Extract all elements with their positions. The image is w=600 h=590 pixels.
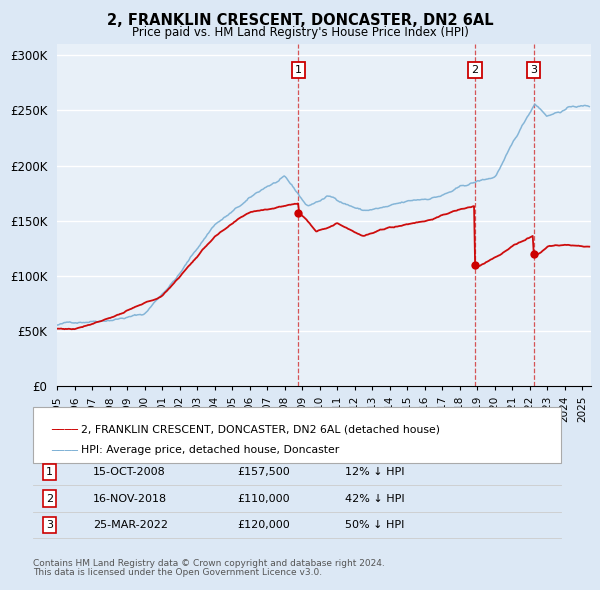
Text: 2, FRANKLIN CRESCENT, DONCASTER, DN2 6AL: 2, FRANKLIN CRESCENT, DONCASTER, DN2 6AL — [107, 13, 493, 28]
Text: 16-NOV-2018: 16-NOV-2018 — [93, 494, 167, 503]
Text: ────: ──── — [51, 425, 78, 434]
Text: Contains HM Land Registry data © Crown copyright and database right 2024.: Contains HM Land Registry data © Crown c… — [33, 559, 385, 568]
Text: £110,000: £110,000 — [237, 494, 290, 503]
Text: HPI: Average price, detached house, Doncaster: HPI: Average price, detached house, Donc… — [81, 445, 339, 455]
Text: ────: ──── — [51, 445, 78, 455]
Text: Price paid vs. HM Land Registry's House Price Index (HPI): Price paid vs. HM Land Registry's House … — [131, 26, 469, 39]
Text: 3: 3 — [530, 65, 537, 75]
Text: This data is licensed under the Open Government Licence v3.0.: This data is licensed under the Open Gov… — [33, 568, 322, 577]
Text: 3: 3 — [46, 520, 53, 530]
Text: 15-OCT-2008: 15-OCT-2008 — [93, 467, 166, 477]
Text: £157,500: £157,500 — [237, 467, 290, 477]
Text: 50% ↓ HPI: 50% ↓ HPI — [345, 520, 404, 530]
Text: 2: 2 — [46, 494, 53, 503]
Text: 2: 2 — [472, 65, 479, 75]
Text: 1: 1 — [295, 65, 302, 75]
Text: 1: 1 — [46, 467, 53, 477]
Text: 12% ↓ HPI: 12% ↓ HPI — [345, 467, 404, 477]
Text: 42% ↓ HPI: 42% ↓ HPI — [345, 494, 404, 503]
Text: 25-MAR-2022: 25-MAR-2022 — [93, 520, 168, 530]
Text: £120,000: £120,000 — [237, 520, 290, 530]
Text: 2, FRANKLIN CRESCENT, DONCASTER, DN2 6AL (detached house): 2, FRANKLIN CRESCENT, DONCASTER, DN2 6AL… — [81, 425, 440, 434]
